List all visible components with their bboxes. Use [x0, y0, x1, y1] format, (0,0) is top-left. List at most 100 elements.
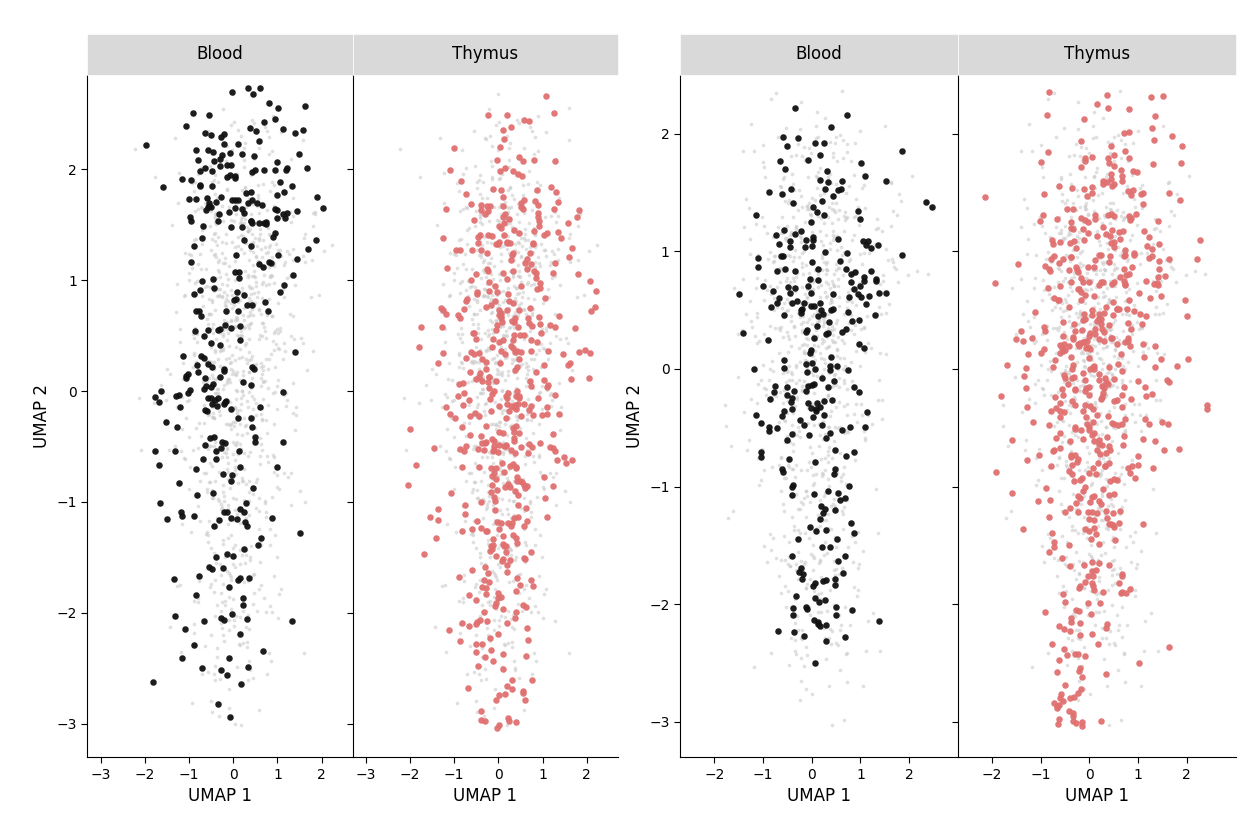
Point — [266, 324, 286, 337]
Point — [497, 617, 517, 630]
Point — [1083, 300, 1103, 314]
Point — [198, 439, 218, 453]
Point — [216, 267, 236, 280]
Point — [1042, 527, 1062, 540]
Point — [1061, 320, 1081, 334]
Point — [1035, 259, 1055, 272]
Point — [171, 646, 191, 659]
Point — [468, 233, 488, 246]
Point — [524, 293, 544, 306]
Point — [825, 434, 845, 448]
Point — [483, 288, 503, 301]
Point — [202, 492, 222, 505]
Point — [1088, 438, 1108, 451]
Point — [466, 638, 485, 651]
Point — [1144, 133, 1164, 146]
Point — [806, 369, 826, 383]
Point — [1087, 443, 1107, 457]
Point — [784, 210, 804, 224]
Point — [1117, 254, 1137, 267]
Point — [1030, 210, 1050, 223]
Point — [1147, 276, 1167, 290]
Point — [236, 543, 256, 557]
Point — [814, 362, 834, 375]
Point — [472, 641, 492, 655]
Point — [1102, 555, 1122, 568]
Point — [207, 641, 227, 655]
Point — [796, 581, 816, 594]
Point — [1047, 416, 1067, 429]
Point — [1158, 176, 1178, 190]
Point — [1077, 395, 1097, 409]
Point — [525, 365, 545, 379]
Point — [1117, 269, 1137, 282]
Point — [1066, 382, 1086, 395]
Point — [1057, 559, 1077, 572]
Point — [206, 250, 226, 264]
Point — [230, 417, 250, 430]
Point — [513, 179, 533, 192]
Point — [1092, 489, 1112, 503]
Point — [221, 570, 241, 583]
Point — [800, 272, 820, 285]
Point — [1104, 148, 1124, 161]
Point — [507, 537, 527, 550]
Point — [144, 396, 163, 409]
Point — [197, 483, 217, 496]
Point — [195, 438, 215, 452]
Point — [1070, 567, 1090, 580]
Point — [801, 343, 821, 356]
Point — [834, 209, 854, 222]
Point — [1013, 522, 1033, 536]
Point — [479, 445, 499, 458]
Point — [232, 210, 252, 224]
Point — [804, 418, 824, 431]
Point — [502, 620, 522, 633]
Point — [787, 428, 807, 441]
Point — [1099, 230, 1119, 243]
Point — [796, 510, 816, 523]
Point — [1016, 433, 1036, 447]
Point — [1073, 335, 1093, 349]
Point — [1083, 360, 1103, 374]
Point — [837, 247, 857, 260]
Point — [1077, 284, 1097, 297]
Point — [1052, 435, 1072, 448]
Point — [183, 185, 203, 198]
Point — [1132, 178, 1152, 191]
Point — [207, 191, 227, 205]
Point — [497, 215, 517, 229]
Point — [787, 523, 807, 537]
Point — [537, 89, 557, 102]
Point — [171, 444, 191, 458]
Point — [1043, 445, 1063, 458]
Point — [550, 409, 570, 422]
Point — [1103, 400, 1123, 414]
Point — [797, 577, 817, 591]
Point — [187, 488, 207, 502]
Point — [1077, 347, 1097, 360]
Point — [1114, 210, 1134, 223]
Point — [197, 191, 217, 205]
Point — [1053, 252, 1073, 265]
Point — [206, 271, 226, 285]
Point — [467, 515, 487, 528]
Point — [202, 483, 222, 497]
Point — [225, 538, 245, 552]
Point — [188, 202, 208, 215]
Point — [276, 386, 296, 399]
Point — [1085, 427, 1104, 440]
Point — [475, 672, 495, 686]
Point — [275, 388, 295, 401]
Point — [241, 551, 261, 564]
Point — [251, 408, 271, 421]
Point — [548, 309, 568, 322]
Point — [490, 367, 510, 380]
Point — [503, 224, 523, 237]
Point — [824, 230, 844, 244]
Point — [215, 256, 235, 270]
Point — [1071, 632, 1091, 646]
Point — [810, 148, 830, 161]
Point — [493, 123, 513, 136]
Point — [1103, 540, 1123, 553]
